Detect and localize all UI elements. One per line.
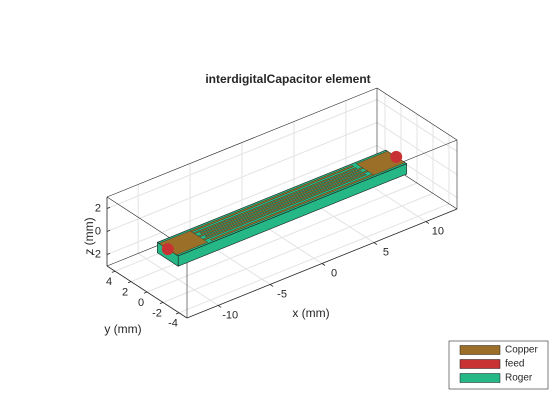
y-tick-label: 4 [106,276,112,288]
x-tick [373,242,378,245]
copper-finger [193,167,358,235]
copper-finger [202,173,367,241]
chart-title: interdigitalCapacitor element [205,72,370,86]
y-axis-label: y (mm) [104,322,141,336]
legend-label: feed [505,359,524,370]
x-tick [425,221,430,224]
y-tick-label: -2 [152,307,162,319]
copper-finger [204,170,369,238]
box-edge [376,87,458,141]
y-tick [143,291,148,294]
legend-swatch [459,345,501,355]
z-tick [106,206,111,209]
z-axis-label: z (mm) [82,217,96,254]
x-tick-label: 0 [331,267,337,279]
y-tick [111,270,116,273]
z-tick-label: -2 [91,248,101,260]
y-tick-label: -4 [168,318,178,330]
x-tick-label: -5 [277,288,287,300]
y-tick-label: 0 [138,297,144,309]
x-tick-label: -10 [222,309,238,321]
y-tick-label: 2 [122,287,128,299]
legend-swatch [459,359,501,369]
legend-label: Copper [505,345,538,356]
copper-finger [199,167,364,234]
grid-line [376,122,458,175]
grid-line [106,122,378,232]
x-tick [269,284,274,287]
legend-label: Roger [505,373,533,384]
z-tick [106,252,111,255]
copper-bus [209,173,375,241]
legend-swatch [459,373,501,383]
z-tick-label: 0 [95,225,101,237]
grid-line [178,203,450,314]
y-tick [159,302,164,304]
x-tick-label: 5 [383,246,389,258]
x-tick-label: 10 [432,225,444,237]
feed-point [390,150,403,163]
z-tick-label: 2 [95,202,101,214]
grid-line [146,182,418,293]
grid-line [162,192,434,303]
y-tick [175,312,180,315]
feed-point [161,243,174,256]
box-edge [106,87,378,198]
z-tick [106,229,111,232]
x-axis-label: x (mm) [292,306,329,320]
x-tick [217,305,222,308]
copper-finger [197,170,362,238]
x-tick [321,263,326,266]
copper-bus [189,165,355,233]
grid-line [106,145,378,255]
grid-line [376,99,458,152]
y-tick [127,281,132,284]
grid-line [106,99,378,209]
